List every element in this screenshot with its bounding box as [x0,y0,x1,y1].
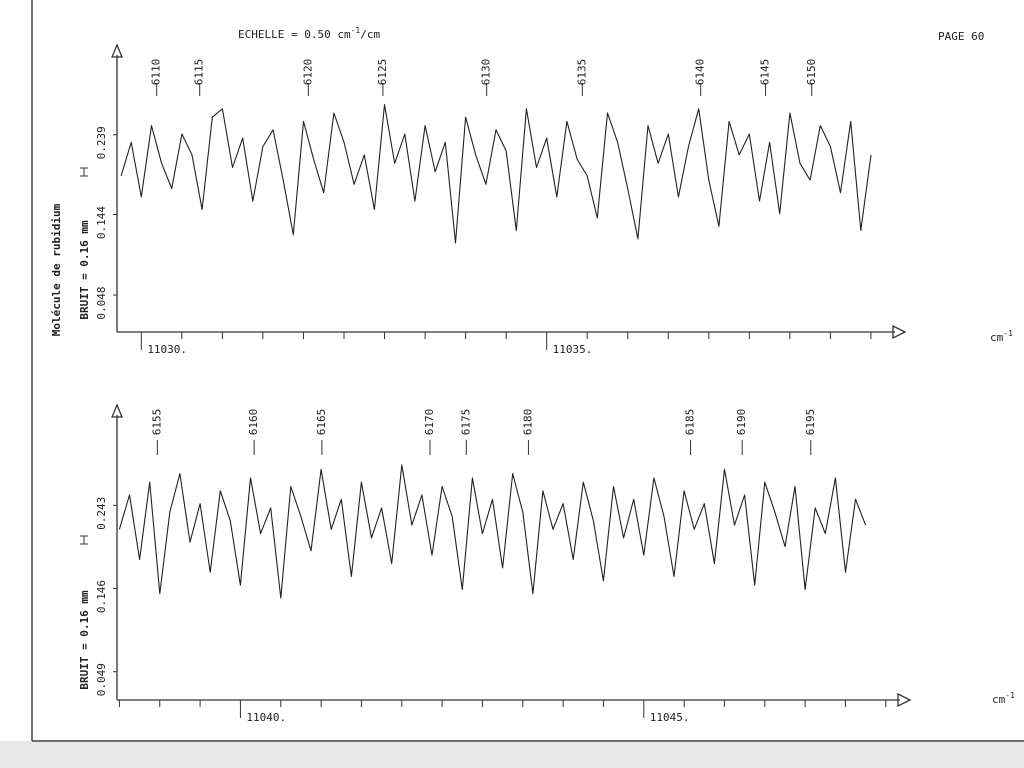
line-label: 6195 [804,409,817,436]
y-tick-label: 0.243 [95,497,108,530]
y-tick-label: 0.049 [95,663,108,696]
scale-symbol [80,535,88,545]
line-label: 6110 [150,59,163,86]
x-axis-arrow [892,324,907,340]
y-tick-label: 0.144 [95,206,108,239]
scale-exponent: -1 [351,26,361,35]
scale-label: ECHELLE = 0.50 cm-1/cm [238,26,380,41]
line-label: 6145 [759,59,772,86]
x-unit-exponent: -1 [1003,329,1013,338]
x-axis-arrow [897,692,912,708]
line-label: 6140 [694,59,707,86]
x-tick-label: 11040. [246,711,286,724]
side-label: BRUIT = 0.16 mm [78,590,91,690]
y-tick-label: 0.239 [95,126,108,159]
line-label: 6185 [684,409,697,436]
page-margin [0,741,1024,768]
line-label: 6165 [315,409,328,436]
x-tick-label: 11035. [553,343,593,356]
side-label: BRUIT = 0.16 mm [78,220,91,320]
y-axis-arrow [111,43,123,58]
y-tick-label: 0.048 [95,287,108,320]
line-label: 6150 [805,59,818,86]
x-unit: cm-1 [992,691,1015,706]
scale-text: ECHELLE = 0.50 cm [238,28,351,41]
line-label: 6125 [376,59,389,86]
spectrum-trace [118,464,867,599]
x-unit-exponent: -1 [1005,691,1015,700]
line-label: 6170 [423,409,436,436]
y-tick-label: 0.146 [95,580,108,613]
scale-symbol [80,167,88,177]
line-label: 6190 [735,409,748,436]
line-label: 6160 [247,409,260,436]
line-label: 6135 [575,59,588,86]
x-tick-label: 11045. [650,711,690,724]
line-label: 6155 [150,409,163,436]
line-label: 6175 [459,409,472,436]
line-label: 6180 [521,409,534,436]
x-unit: cm-1 [990,329,1013,344]
scale-unit: /cm [360,28,380,41]
side-label: Molécule de rubidium [50,203,63,336]
page-number: PAGE 60 [938,30,984,43]
line-label: 6115 [193,59,206,86]
spectrum-trace [120,104,872,244]
line-label: 6120 [301,59,314,86]
x-tick-label: 11030. [147,343,187,356]
y-axis-arrow [111,403,123,418]
x-unit-text: cm [990,331,1004,344]
line-label: 6130 [480,59,493,86]
x-unit-text: cm [992,693,1006,706]
